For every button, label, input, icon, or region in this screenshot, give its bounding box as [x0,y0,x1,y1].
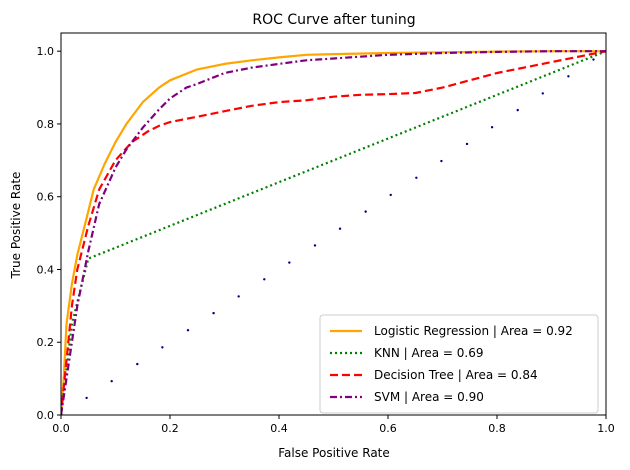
x-tick-label: 0.4 [270,422,288,435]
x-axis: 0.0 0.2 0.4 0.6 0.8 1.0 [52,415,615,435]
baseline-marker [516,108,519,112]
baseline-marker [338,227,342,230]
y-tick-label: 0.4 [37,263,55,276]
baseline-marker [440,159,443,163]
x-tick-label: 0.8 [488,422,506,435]
axes-frame [60,32,607,416]
baseline-marker [136,362,139,366]
x-tick-label: 0.0 [52,422,70,435]
legend-label: SVM | Area = 0.90 [374,390,484,404]
baseline-marker [389,193,392,197]
x-tick-label: 0.6 [379,422,397,435]
baseline-marker [490,126,494,129]
baseline-marker [567,75,570,78]
legend-box [319,314,599,414]
y-tick-label: 0.0 [37,409,55,422]
baseline-marker [110,379,113,383]
baseline-marker [85,396,88,400]
baseline-marker [212,311,215,315]
baseline-marker [364,210,367,213]
y-tick-label: 0.8 [37,118,55,131]
baseline-marker [415,176,418,179]
x-tick-label: 0.2 [161,422,179,435]
y-axis: 0.0 0.2 0.4 0.6 0.8 1.0 [37,45,61,422]
baseline-marker [237,295,240,298]
legend: Logistic Regression | Area = 0.92 KNN | A… [319,314,599,414]
legend-label: Logistic Regression | Area = 0.92 [374,324,573,338]
chart-title: ROC Curve after tuning [252,12,415,28]
series-line-2 [61,50,606,415]
series-line-3 [61,50,606,415]
y-axis-label: True Positive Rate [9,172,23,280]
baseline-marker [313,244,317,247]
x-tick-label: 1.0 [597,422,615,435]
baseline-marker [541,92,544,95]
y-tick-label: 0.2 [37,336,55,349]
plot-area [61,50,606,415]
baseline-marker [288,261,291,264]
y-tick-label: 1.0 [37,45,55,58]
baseline-marker [161,346,164,349]
legend-label: Decision Tree | Area = 0.84 [374,368,538,382]
baseline-marker [186,329,190,332]
x-axis-label: False Positive Rate [278,446,390,460]
series-line-0 [61,50,606,415]
series-group [61,50,606,415]
legend-label: KNN | Area = 0.69 [374,346,484,360]
baseline-marker [465,142,469,146]
baseline-marker [592,58,595,61]
baseline-marker [263,278,266,281]
y-tick-label: 0.6 [37,191,55,204]
